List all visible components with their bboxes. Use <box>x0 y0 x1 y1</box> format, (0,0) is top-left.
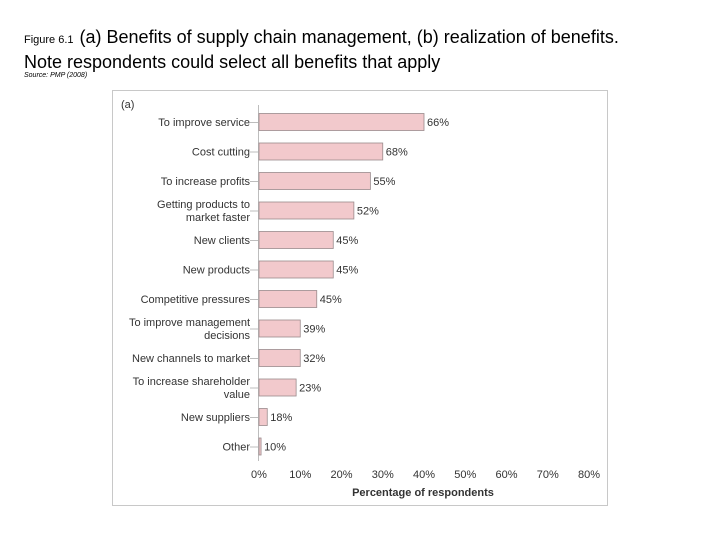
bar <box>258 113 425 131</box>
chart-frame: (a) To improve service 66% Cost cutting 68%… <box>112 90 608 506</box>
bar-value-label: 18% <box>270 412 292 424</box>
category-label: New suppliers <box>181 412 251 424</box>
bar <box>258 378 297 397</box>
category-label: New clients <box>194 235 251 247</box>
category-label-line: To increase profits <box>161 176 251 188</box>
bar-value-label: 55% <box>373 176 395 188</box>
x-axis-title: Percentage of respondents <box>352 487 494 499</box>
bar <box>258 201 355 220</box>
figure-number: Figure 6.1 <box>24 34 74 46</box>
category-label-line: To improve management <box>129 317 250 329</box>
category-label: Competitive pressures <box>141 294 251 306</box>
figure-title: Figure 6.1 (a) Benefits of supply chain m… <box>24 26 704 73</box>
bar <box>258 142 384 161</box>
bar-value-label: 66% <box>427 117 449 129</box>
bar <box>258 231 334 249</box>
category-label-line: Getting products to <box>157 199 250 211</box>
category-label-line: New suppliers <box>181 412 251 424</box>
category-label: New channels to market <box>132 353 250 365</box>
bar <box>258 437 262 456</box>
category-label-line: Cost cutting <box>192 147 250 159</box>
bar <box>258 172 371 190</box>
source-note: Source: PMP (2008) <box>24 72 88 79</box>
category-label-line: market faster <box>186 212 251 224</box>
bar <box>258 290 318 308</box>
x-tick-label: 40% <box>413 469 435 481</box>
category-label: To improve management decisions <box>129 317 251 342</box>
category-label: To increase profits <box>161 176 251 188</box>
category-label-line: decisions <box>204 330 250 342</box>
bar-value-label: 23% <box>299 383 321 395</box>
category-label-line: To improve service <box>158 117 250 129</box>
bar-value-label: 68% <box>386 147 408 159</box>
category-label: To improve service <box>158 117 250 129</box>
x-tick-label: 20% <box>330 469 352 481</box>
x-tick-label: 50% <box>454 469 476 481</box>
category-label-line: Competitive pressures <box>141 294 251 306</box>
category-label-line: New clients <box>194 235 251 247</box>
bar-value-label: 10% <box>264 442 286 454</box>
bar-value-label: 45% <box>336 265 358 277</box>
category-label-line: value <box>224 389 250 401</box>
bar-chart: (a) To improve service 66% Cost cutting 68%… <box>121 99 600 499</box>
category-label-line: New products <box>183 265 251 277</box>
x-tick-label: 60% <box>495 469 517 481</box>
bar-value-label: 52% <box>357 206 379 218</box>
category-label-line: Other <box>222 442 250 454</box>
category-label: New products <box>183 265 251 277</box>
x-tick-label: 0% <box>251 469 267 481</box>
bar <box>258 408 268 426</box>
bar-value-label: 45% <box>320 294 342 306</box>
bar <box>258 349 301 367</box>
category-label: Other <box>222 442 250 454</box>
title-line-2: Note respondents could select all benefi… <box>24 52 441 72</box>
bar-value-label: 32% <box>303 353 325 365</box>
category-label: Cost cutting <box>192 147 250 159</box>
title-main: (a) Benefits of supply chain management,… <box>79 27 619 47</box>
bar <box>258 319 301 338</box>
panel-label: (a) <box>121 99 134 111</box>
bar-value-label: 45% <box>336 235 358 247</box>
category-label-line: New channels to market <box>132 353 250 365</box>
x-tick-label: 30% <box>372 469 394 481</box>
x-tick-label: 10% <box>289 469 311 481</box>
title-line-1: Figure 6.1 (a) Benefits of supply chain m… <box>24 26 704 51</box>
category-label-line: To increase shareholder <box>133 376 251 388</box>
category-label: Getting products to market faster <box>157 199 250 224</box>
bar-value-label: 39% <box>303 324 325 336</box>
x-tick-label: 70% <box>537 469 559 481</box>
x-tick-label: 80% <box>578 469 600 481</box>
category-label: To increase shareholder value <box>133 376 251 401</box>
bar <box>258 260 334 279</box>
